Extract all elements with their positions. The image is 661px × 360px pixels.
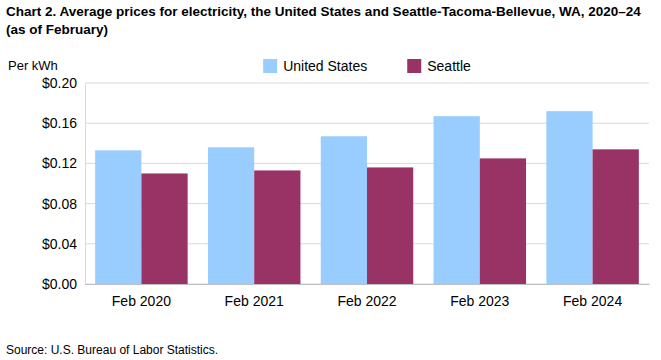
y-axis-line	[85, 84, 86, 285]
x-tick: Feb 2024	[563, 284, 622, 309]
bar	[434, 116, 480, 284]
legend-swatch	[263, 59, 277, 73]
x-tick-label: Feb 2024	[563, 293, 622, 309]
source: Source: U.S. Bureau of Labor Statistics.	[6, 343, 218, 357]
y-axis-label: Per kWh	[8, 58, 58, 73]
grid-line	[85, 83, 649, 84]
x-tick: Feb 2023	[450, 284, 509, 309]
x-tick-label: Feb 2022	[337, 293, 396, 309]
bar	[208, 147, 254, 284]
series	[141, 149, 638, 284]
bar	[321, 136, 367, 284]
x-axis-line	[86, 284, 650, 285]
y-tick: $0.00	[42, 276, 85, 292]
y-tick: $0.20	[42, 75, 85, 91]
legend-item: Seattle	[407, 58, 471, 74]
chart: Chart 2. Average prices for electricity,…	[0, 0, 661, 360]
series	[95, 111, 592, 284]
x-tick-label: Feb 2020	[112, 293, 171, 309]
legend-label: Seattle	[427, 58, 471, 74]
bar	[141, 173, 187, 284]
bar	[593, 149, 639, 284]
bar	[367, 167, 413, 284]
bar	[480, 158, 526, 284]
y-tick: $0.08	[42, 196, 85, 212]
y-tick-label: $0.20	[42, 75, 77, 91]
legend-item: United States	[263, 58, 367, 74]
bar	[546, 111, 592, 284]
y-tick-label: $0.04	[42, 236, 77, 252]
x-tick: Feb 2020	[112, 284, 171, 309]
x-axis: Feb 2020 Feb 2021 Feb 2022 Feb 2023 Feb 2024	[86, 284, 650, 309]
bars	[95, 111, 639, 284]
x-tick-label: Feb 2023	[450, 293, 509, 309]
bar	[254, 170, 300, 284]
title: Chart 2. Average prices for electricity,…	[6, 4, 641, 37]
legend-label: United States	[283, 58, 367, 74]
y-tick-label: $0.00	[42, 276, 77, 292]
grid	[85, 83, 649, 284]
y-tick: $0.04	[42, 236, 85, 252]
bar	[95, 150, 141, 284]
x-tick: Feb 2021	[225, 284, 284, 309]
legend-swatch	[407, 59, 421, 73]
legend: United States Seattle	[263, 58, 471, 74]
y-tick: $0.16	[42, 115, 85, 131]
y-tick: $0.12	[42, 155, 85, 171]
y-tick-label: $0.08	[42, 196, 77, 212]
x-tick-label: Feb 2021	[225, 293, 284, 309]
x-tick: Feb 2022	[337, 284, 396, 309]
y-tick-label: $0.16	[42, 115, 77, 131]
plot: $0.00$0.04$0.08$0.12$0.16$0.20Feb 2020Fe…	[42, 75, 650, 309]
y-tick-label: $0.12	[42, 155, 77, 171]
y-axis: $0.00 $0.04 $0.08 $0.12 $0.16 $0.20	[42, 75, 86, 292]
